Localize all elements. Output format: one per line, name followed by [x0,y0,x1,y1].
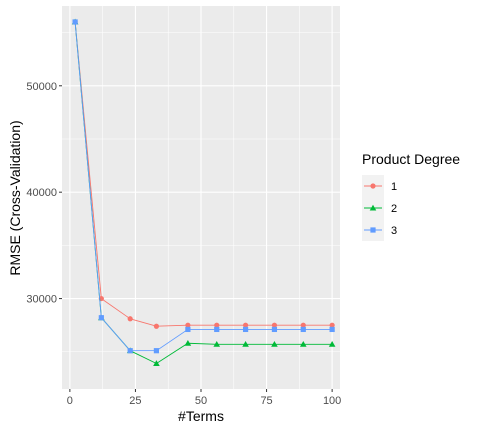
legend-item-1: 1 [362,175,397,197]
data-point [184,339,192,346]
legend-key-marker [370,227,376,233]
data-point [242,322,249,328]
data-point [214,326,220,333]
data-point [329,322,335,328]
x-axis-title: #Terms [178,408,224,424]
tick-labels: 0 25 50 75 100 30000 40000 50000 [26,81,341,407]
series-3 [72,19,335,354]
data-point [300,322,306,328]
data-point [127,316,133,322]
legend-label: 1 [391,181,397,193]
data-point [214,322,220,328]
data-point [329,326,335,333]
y-tick-label: 40000 [26,187,57,199]
x-tick-label: 50 [195,395,207,407]
data-point [271,341,278,347]
data-point [153,348,160,354]
y-tick-label: 30000 [26,294,57,306]
legend-key-marker [370,183,376,189]
axis-ticks [59,85,333,392]
legend-label: 2 [391,203,397,215]
data-point [98,315,104,321]
data-point [153,323,160,329]
data-point [127,348,133,354]
x-tick-label: 0 [67,395,73,407]
data-point [213,341,221,347]
data-point [328,341,336,347]
legend-item-3: 3 [362,219,397,241]
data-point [185,322,191,328]
y-tick-label: 50000 [26,81,57,93]
legend: Product Degree 1 2 3 [362,151,460,241]
data-point [72,19,78,25]
legend-label: 3 [391,225,397,237]
y-axis-title: RMSE (Cross-Validation) [7,120,23,275]
series-layer [71,18,336,366]
x-tick-label: 25 [129,395,141,407]
legend-title: Product Degree [362,151,460,167]
data-point [300,326,306,333]
data-point [242,326,249,333]
x-tick-label: 75 [260,395,272,407]
data-point [153,360,160,366]
x-tick-label: 100 [323,395,341,407]
series-line-3 [74,21,333,352]
data-point [271,326,278,333]
data-point [271,322,278,328]
data-point [185,326,191,333]
data-point [242,341,249,347]
legend-item-2: 2 [362,197,397,219]
legend-key-marker [369,204,377,211]
data-point [299,341,307,347]
series-line-1 [74,21,333,327]
